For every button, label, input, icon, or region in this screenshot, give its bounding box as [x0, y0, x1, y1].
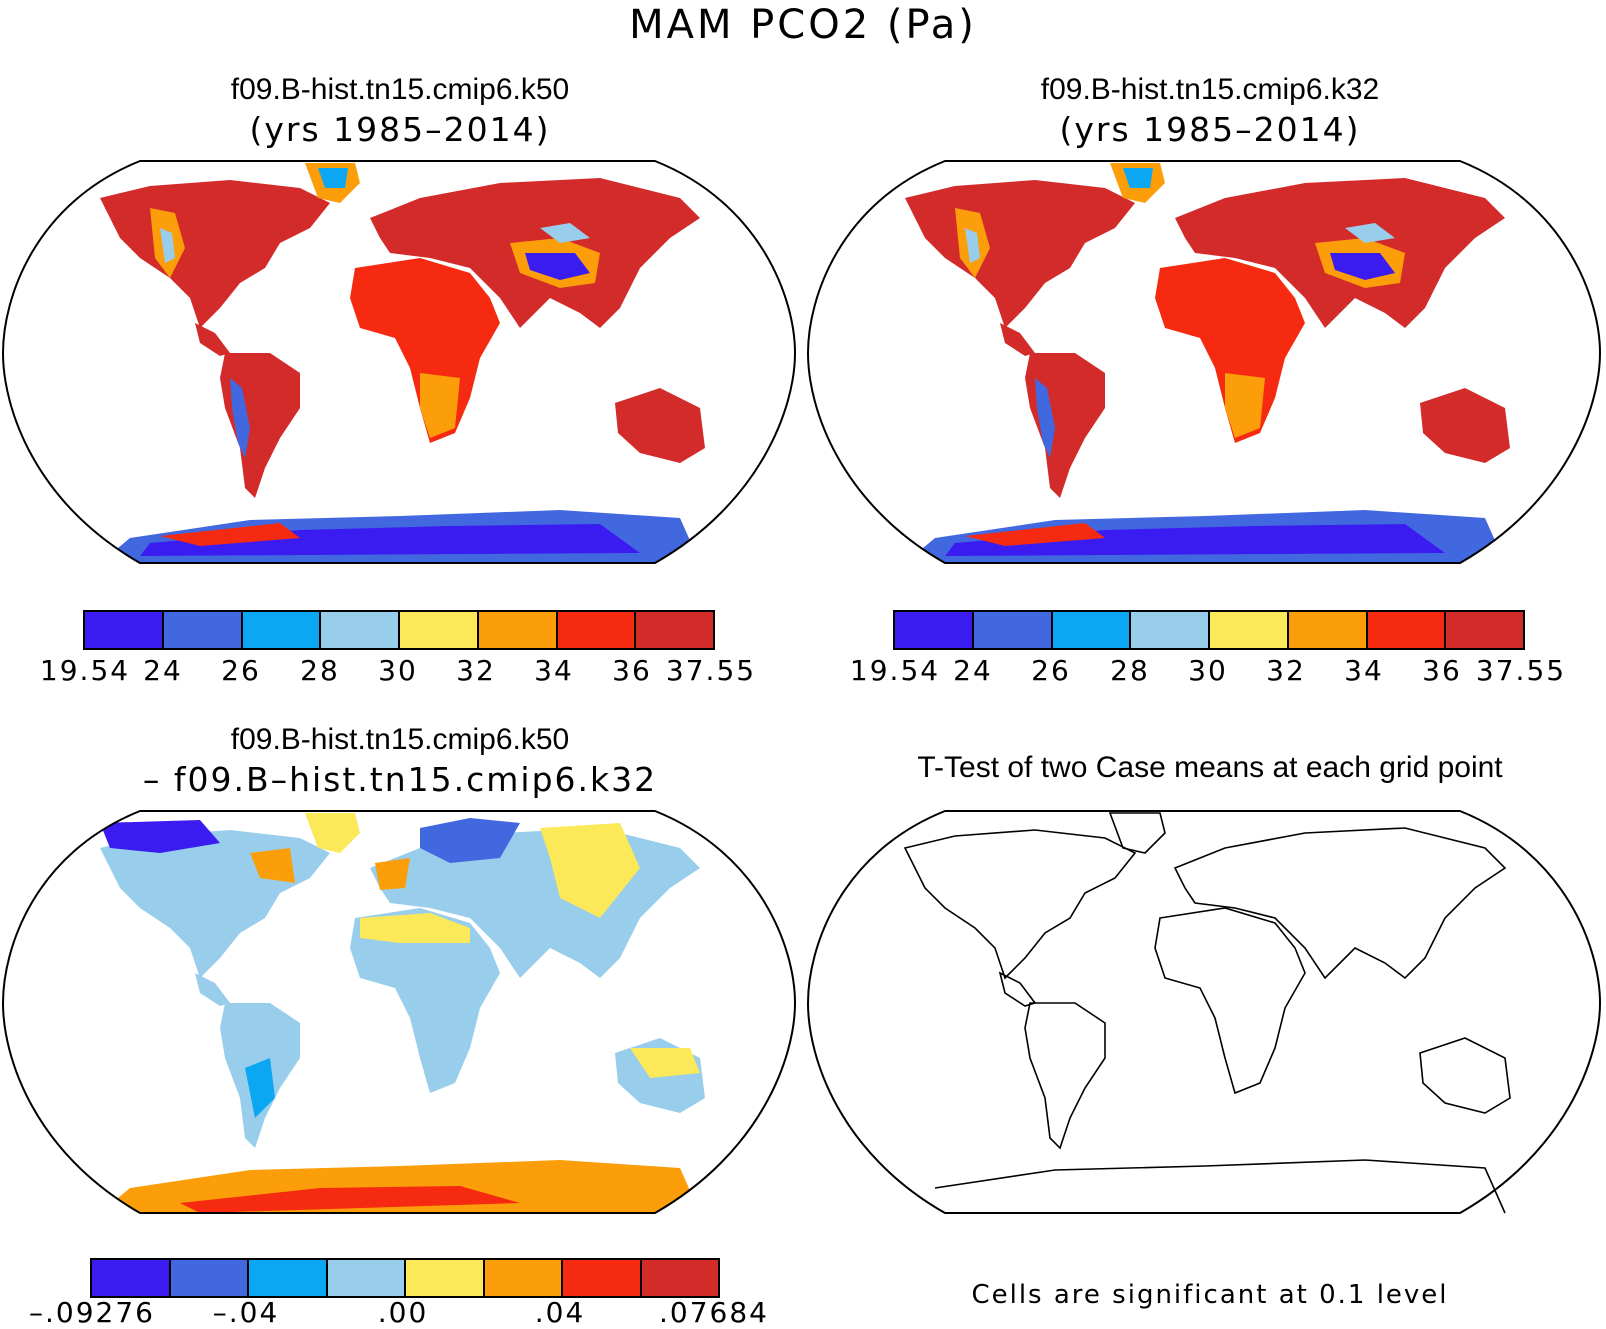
colorbar-tick: 28	[1110, 654, 1150, 687]
colorbar-tick: 37.55	[665, 654, 757, 687]
panel-case2-subtitle: (yrs 1985–2014)	[1059, 110, 1361, 149]
colorbar-tick: 26	[221, 654, 261, 687]
colorbar-swatch	[321, 612, 400, 648]
colorbar-swatch	[636, 612, 713, 648]
significance-note: Cells are significant at 0.1 level	[971, 1280, 1449, 1310]
colorbar-tick: .04	[534, 1296, 586, 1329]
panel-diff-title: f09.B-hist.tn15.cmip6.k50	[230, 723, 570, 756]
map-case2	[806, 160, 1602, 564]
map-ttest	[806, 810, 1602, 1214]
colorbar-swatch	[563, 1260, 642, 1296]
panel-case1-title-block: f09.B-hist.tn15.cmip6.k50 (yrs 1985–2014…	[40, 70, 760, 150]
colorbar-swatch	[557, 612, 637, 648]
colorbar-tick: 26	[1031, 654, 1071, 687]
colorbar-tick: 30	[378, 654, 418, 687]
colorbar-case2	[893, 610, 1525, 650]
colorbar-swatch	[484, 1260, 563, 1296]
panel-diff-title-block: f09.B-hist.tn15.cmip6.k50 – f09.B–hist.t…	[40, 720, 760, 800]
panel-ttest-title: T-Test of two Case means at each grid po…	[917, 751, 1503, 784]
colorbar-swatch	[327, 1260, 406, 1296]
colorbar-tick: 32	[456, 654, 496, 687]
colorbar-tick: .07684	[659, 1296, 769, 1329]
colorbar-swatch	[400, 612, 479, 648]
colorbar-swatch	[973, 612, 1053, 648]
colorbar-tick: 36	[1422, 654, 1462, 687]
colorbar-swatch	[478, 612, 558, 648]
colorbar-swatch	[1052, 612, 1132, 648]
colorbar-swatch	[1367, 612, 1447, 648]
colorbar-swatch	[85, 612, 164, 648]
map-case1	[1, 160, 797, 564]
panel-case1-title: f09.B-hist.tn15.cmip6.k50	[230, 73, 570, 106]
colorbar-tick: .00	[377, 1296, 429, 1329]
panel-case2-title-block: f09.B-hist.tn15.cmip6.k32 (yrs 1985–2014…	[840, 70, 1580, 150]
colorbar-tick: 28	[300, 654, 340, 687]
colorbar-swatch	[1131, 612, 1210, 648]
colorbar-diff	[90, 1258, 720, 1298]
colorbar-tick: 19.54	[849, 654, 941, 687]
panel-case2-title: f09.B-hist.tn15.cmip6.k32	[1040, 73, 1380, 106]
colorbar-tick: 34	[534, 654, 574, 687]
colorbar-tick: 36	[612, 654, 652, 687]
colorbar-swatch	[1288, 612, 1368, 648]
colorbar-tick: –.04	[212, 1296, 280, 1329]
colorbar-swatch	[641, 1260, 718, 1296]
colorbar-tick: 32	[1266, 654, 1306, 687]
colorbar-swatch	[1210, 612, 1289, 648]
colorbar-tick: 34	[1344, 654, 1384, 687]
colorbar-swatch	[163, 612, 243, 648]
colorbar-case1	[83, 610, 715, 650]
colorbar-tick: 19.54	[39, 654, 131, 687]
colorbar-tick: 30	[1188, 654, 1228, 687]
colorbar-swatch	[249, 1260, 328, 1296]
colorbar-tick: 24	[953, 654, 993, 687]
colorbar-swatch	[242, 612, 322, 648]
colorbar-swatch	[1446, 612, 1523, 648]
map-diff	[1, 810, 797, 1214]
colorbar-swatch	[170, 1260, 249, 1296]
colorbar-swatch	[406, 1260, 485, 1296]
figure-title: MAM PCO2 (Pa)	[629, 2, 977, 48]
colorbar-tick: –.09276	[29, 1296, 155, 1329]
colorbar-tick: 37.55	[1475, 654, 1567, 687]
panel-case1-subtitle: (yrs 1985–2014)	[249, 110, 551, 149]
colorbar-tick: 24	[143, 654, 183, 687]
panel-diff-subtitle: – f09.B–hist.tn15.cmip6.k32	[142, 760, 658, 799]
colorbar-swatch	[895, 612, 974, 648]
colorbar-swatch	[92, 1260, 171, 1296]
